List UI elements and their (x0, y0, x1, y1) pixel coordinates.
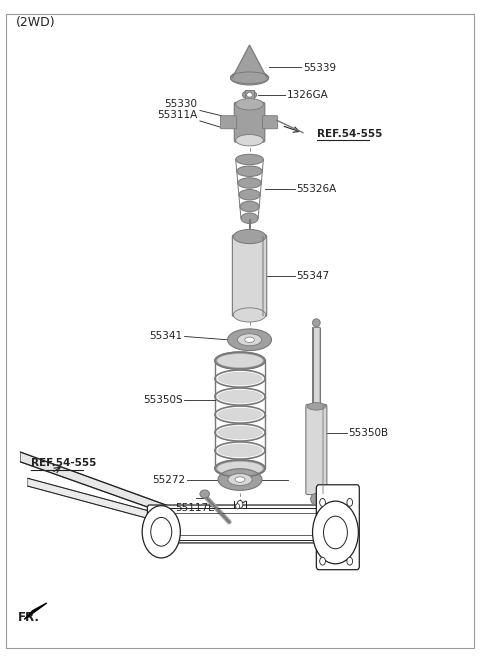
FancyBboxPatch shape (147, 505, 337, 543)
FancyBboxPatch shape (245, 90, 254, 100)
Circle shape (312, 501, 359, 564)
Text: 1326GA: 1326GA (287, 90, 328, 100)
Text: REF.54-555: REF.54-555 (31, 459, 96, 468)
Circle shape (237, 501, 243, 508)
Ellipse shape (217, 462, 263, 475)
Ellipse shape (236, 98, 264, 110)
Circle shape (324, 516, 348, 549)
FancyBboxPatch shape (306, 405, 327, 495)
Circle shape (320, 499, 325, 506)
Ellipse shape (217, 372, 263, 386)
Ellipse shape (307, 403, 325, 410)
Text: 55350S: 55350S (143, 395, 182, 405)
Text: 55326A: 55326A (296, 184, 336, 194)
Ellipse shape (217, 390, 263, 403)
Ellipse shape (217, 354, 263, 367)
Circle shape (151, 518, 172, 546)
Circle shape (142, 506, 180, 558)
FancyBboxPatch shape (316, 485, 360, 569)
Ellipse shape (218, 469, 262, 491)
Ellipse shape (217, 408, 263, 421)
Ellipse shape (236, 154, 264, 165)
Ellipse shape (242, 91, 257, 99)
Text: 55311A: 55311A (157, 110, 198, 120)
Ellipse shape (245, 337, 254, 342)
FancyBboxPatch shape (312, 327, 320, 407)
Text: 55339: 55339 (303, 63, 336, 73)
Ellipse shape (228, 474, 252, 485)
Ellipse shape (311, 493, 322, 505)
Ellipse shape (228, 329, 272, 350)
FancyBboxPatch shape (220, 115, 237, 129)
Ellipse shape (236, 134, 264, 146)
Ellipse shape (312, 319, 320, 327)
Text: 55272: 55272 (153, 474, 186, 485)
Text: 55341: 55341 (149, 331, 182, 342)
Text: (2WD): (2WD) (16, 16, 55, 29)
Text: 55347: 55347 (296, 271, 329, 281)
Ellipse shape (215, 460, 265, 477)
Polygon shape (24, 603, 47, 619)
Ellipse shape (217, 426, 263, 440)
Ellipse shape (247, 92, 252, 97)
Ellipse shape (233, 308, 266, 322)
Text: REF.54-555: REF.54-555 (317, 129, 383, 138)
Ellipse shape (235, 477, 245, 482)
Circle shape (236, 504, 240, 509)
Ellipse shape (237, 166, 263, 176)
Polygon shape (28, 478, 173, 525)
Ellipse shape (241, 213, 258, 224)
Ellipse shape (239, 190, 260, 200)
FancyBboxPatch shape (232, 236, 267, 316)
Ellipse shape (230, 71, 269, 85)
Circle shape (320, 558, 325, 565)
Ellipse shape (233, 230, 266, 243)
FancyBboxPatch shape (234, 102, 265, 142)
Text: 55117E: 55117E (176, 503, 215, 513)
Ellipse shape (215, 352, 265, 369)
Polygon shape (21, 452, 173, 516)
Circle shape (347, 558, 353, 565)
Ellipse shape (200, 490, 209, 498)
Ellipse shape (238, 178, 261, 188)
Ellipse shape (217, 443, 263, 457)
Ellipse shape (240, 201, 259, 212)
FancyBboxPatch shape (263, 115, 278, 129)
Polygon shape (232, 45, 267, 78)
Text: 55350B: 55350B (348, 428, 388, 438)
Text: 55330: 55330 (165, 99, 198, 109)
Ellipse shape (238, 334, 262, 346)
Text: FR.: FR. (18, 611, 40, 624)
Circle shape (347, 499, 353, 506)
